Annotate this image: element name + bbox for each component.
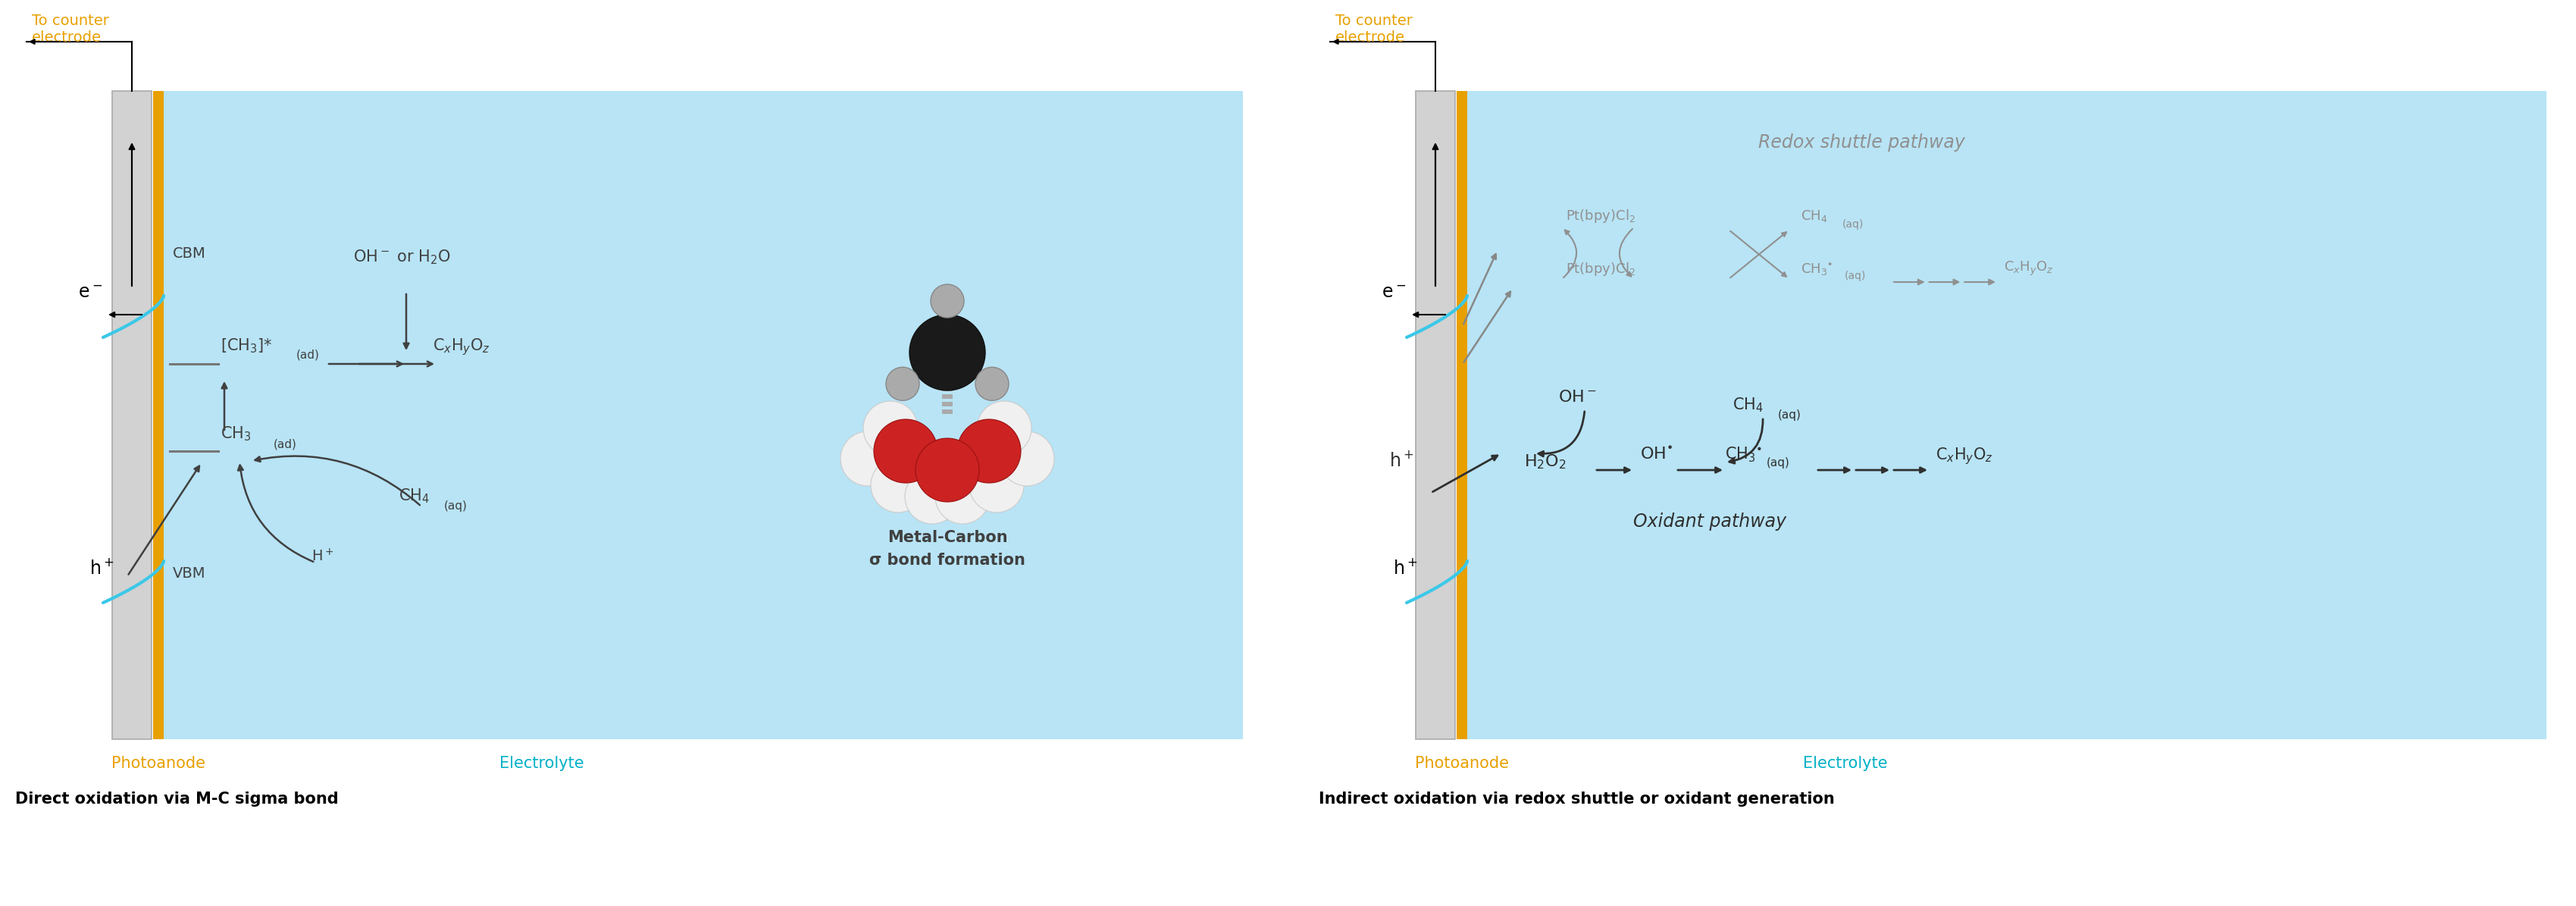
Bar xyxy=(113,91,152,739)
Circle shape xyxy=(840,431,894,486)
Circle shape xyxy=(969,458,1023,513)
Text: CH$_4$: CH$_4$ xyxy=(1801,208,1826,224)
Text: Indirect oxidation via redox shuttle or oxidant generation: Indirect oxidation via redox shuttle or … xyxy=(1319,792,1834,806)
Circle shape xyxy=(976,401,1030,456)
Text: Photoanode: Photoanode xyxy=(111,756,206,771)
Bar xyxy=(943,364,953,369)
Text: CH$_4$: CH$_4$ xyxy=(1734,396,1765,414)
Circle shape xyxy=(958,419,1020,483)
Circle shape xyxy=(999,431,1054,486)
Text: To counter
electrode: To counter electrode xyxy=(1334,14,1412,44)
Circle shape xyxy=(873,419,938,483)
Circle shape xyxy=(871,458,925,513)
Text: e$^-$: e$^-$ xyxy=(1381,284,1406,302)
Text: Metal-Carbon: Metal-Carbon xyxy=(886,530,1007,545)
Text: CH$_4$: CH$_4$ xyxy=(399,487,430,505)
Text: Direct oxidation via M-C sigma bond: Direct oxidation via M-C sigma bond xyxy=(15,792,337,806)
Bar xyxy=(1417,91,1455,739)
Text: (aq): (aq) xyxy=(1777,410,1801,420)
Bar xyxy=(943,394,953,399)
Circle shape xyxy=(914,439,979,502)
Text: C$_x$H$_y$O$_z$: C$_x$H$_y$O$_z$ xyxy=(433,336,489,357)
Text: H$_2$O$_2$: H$_2$O$_2$ xyxy=(1525,453,1566,470)
Text: To counter
electrode: To counter electrode xyxy=(31,14,108,44)
Bar xyxy=(943,387,953,391)
Text: Pt(bpy)Cl$_2$: Pt(bpy)Cl$_2$ xyxy=(1566,261,1636,277)
Text: (ad): (ad) xyxy=(296,349,319,360)
Circle shape xyxy=(935,469,989,524)
Text: OH$^-$: OH$^-$ xyxy=(1558,390,1597,405)
Text: Pt(bpy)Cl$_2$: Pt(bpy)Cl$_2$ xyxy=(1566,207,1636,225)
Text: CH$_3$$^{•}$: CH$_3$$^{•}$ xyxy=(1801,261,1834,276)
Text: OH$^{•}$: OH$^{•}$ xyxy=(1641,447,1672,462)
Circle shape xyxy=(930,284,963,318)
Bar xyxy=(943,410,953,414)
Text: Electrolyte: Electrolyte xyxy=(1803,756,1888,771)
Text: (ad): (ad) xyxy=(273,439,296,449)
Text: e$^-$: e$^-$ xyxy=(77,284,103,302)
Bar xyxy=(165,91,1242,739)
Text: Oxidant pathway: Oxidant pathway xyxy=(1633,513,1785,531)
Text: (aq): (aq) xyxy=(1844,271,1865,281)
Text: VBM: VBM xyxy=(173,566,206,581)
Text: H$^+$: H$^+$ xyxy=(312,548,335,564)
Text: (aq): (aq) xyxy=(443,500,466,512)
Text: OH$^-$ or H$_2$O: OH$^-$ or H$_2$O xyxy=(353,248,451,265)
Text: [CH$_3$]*: [CH$_3$]* xyxy=(222,337,273,354)
Text: Redox shuttle pathway: Redox shuttle pathway xyxy=(1757,133,1965,151)
Circle shape xyxy=(863,401,917,456)
Bar xyxy=(943,402,953,407)
Text: (aq): (aq) xyxy=(1767,458,1790,468)
Text: Photoanode: Photoanode xyxy=(1414,756,1510,771)
Circle shape xyxy=(904,469,958,524)
Text: CH$_3$$^{•}$: CH$_3$$^{•}$ xyxy=(1726,445,1762,464)
Bar xyxy=(1468,91,2548,739)
Bar xyxy=(152,91,165,739)
Circle shape xyxy=(909,314,984,390)
Text: C$_x$H$_y$O$_z$: C$_x$H$_y$O$_z$ xyxy=(1935,446,1994,466)
Text: Electrolyte: Electrolyte xyxy=(500,756,585,771)
Text: CBM: CBM xyxy=(173,246,206,261)
Bar xyxy=(1455,91,1468,739)
Circle shape xyxy=(976,367,1010,400)
Circle shape xyxy=(886,367,920,400)
Text: h$^+$: h$^+$ xyxy=(1388,451,1414,470)
Text: h$^+$: h$^+$ xyxy=(90,559,113,578)
Bar xyxy=(943,379,953,383)
Text: (aq): (aq) xyxy=(1842,219,1865,230)
Text: σ bond formation: σ bond formation xyxy=(868,553,1025,568)
Text: C$_x$H$_y$O$_z$: C$_x$H$_y$O$_z$ xyxy=(2004,260,2053,277)
Text: CH$_3$: CH$_3$ xyxy=(222,425,252,442)
Bar xyxy=(943,371,953,376)
Text: h$^+$: h$^+$ xyxy=(1394,559,1417,578)
